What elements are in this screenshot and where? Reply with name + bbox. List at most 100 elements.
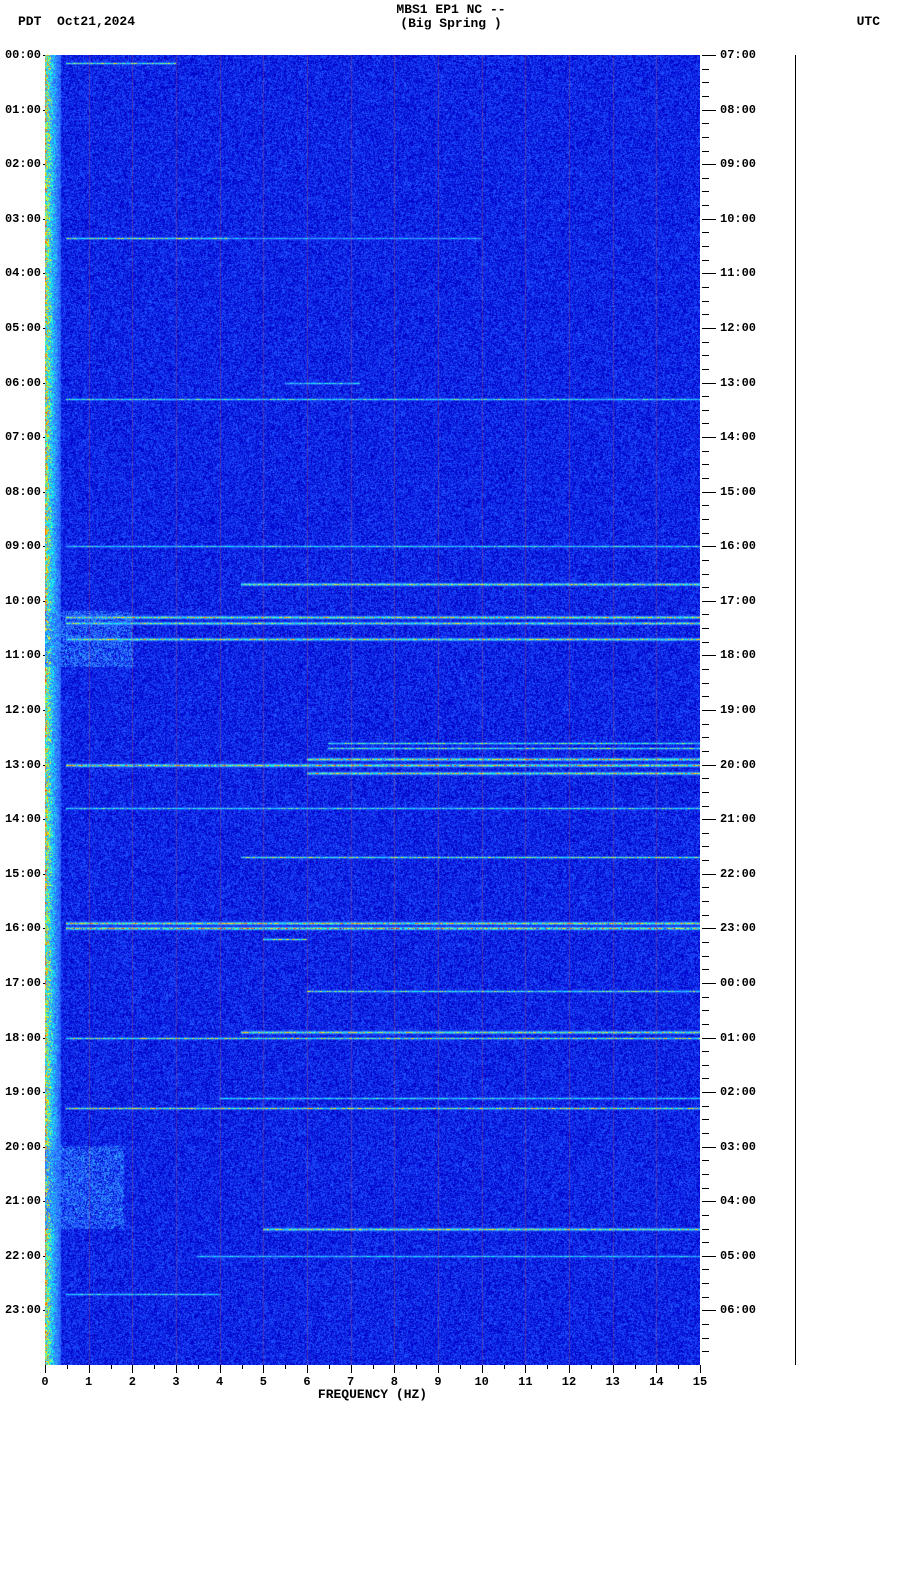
x-tick-label: 7 [347,1375,354,1389]
y-left-label: 03:00 [5,212,41,226]
y-right-tick-minor [702,1283,709,1284]
y-right-tick-minor [702,369,709,370]
y-left-label: 12:00 [5,703,41,717]
y-right-tick-minor [702,478,709,479]
x-tick-major [220,1365,221,1373]
y-left-tick-major [43,819,45,820]
y-left-tick-major [43,383,45,384]
y-right-tick-major [702,1038,716,1039]
y-right-tick-minor [702,151,709,152]
y-right-tick-minor [702,1160,709,1161]
x-tick-minor [285,1365,286,1369]
y-right-tick-major [702,710,716,711]
x-tick-label: 10 [474,1375,488,1389]
y-left-tick-major [43,219,45,220]
y-left-label: 16:00 [5,921,41,935]
y-right-tick-minor [702,724,709,725]
y-right-tick-minor [702,942,709,943]
y-right-tick-minor [702,96,709,97]
x-tick-major [482,1365,483,1373]
y-right-tick-minor [702,1215,709,1216]
y-right-tick-minor [702,642,709,643]
y-right-tick-minor [702,915,709,916]
y-right-label: 00:00 [720,976,756,990]
y-right-tick-minor [702,901,709,902]
y-right-tick-minor [702,792,709,793]
y-right-tick-minor [702,451,709,452]
y-left-label: 20:00 [5,1140,41,1154]
x-tick-label: 11 [518,1375,532,1389]
y-right-tick-major [702,110,716,111]
y-right-tick-major [702,1310,716,1311]
y-right-tick-minor [702,751,709,752]
y-right-tick-minor [702,287,709,288]
x-tick-label: 8 [391,1375,398,1389]
tz-right-label: UTC [857,14,880,29]
y-left-tick-major [43,1147,45,1148]
y-left-label: 07:00 [5,430,41,444]
y-right-tick-minor [702,342,709,343]
x-tick-minor [547,1365,548,1369]
y-right-tick-minor [702,355,709,356]
y-right-label: 04:00 [720,1194,756,1208]
x-tick-major [351,1365,352,1373]
y-left-tick-major [43,710,45,711]
y-right-tick-minor [702,737,709,738]
y-right-tick-minor [702,1269,709,1270]
y-right-tick-minor [702,69,709,70]
y-right-label: 10:00 [720,212,756,226]
y-right-tick-minor [702,205,709,206]
y-right-label: 19:00 [720,703,756,717]
x-tick-major [307,1365,308,1373]
y-left-label: 19:00 [5,1085,41,1099]
y-right-tick-major [702,1256,716,1257]
y-right-tick-minor [702,82,709,83]
y-left-tick-major [43,273,45,274]
y-left-label: 00:00 [5,48,41,62]
y-right-label: 02:00 [720,1085,756,1099]
y-right-tick-minor [702,1174,709,1175]
y-right-tick-major [702,492,716,493]
y-left-tick-major [43,1092,45,1093]
x-tick-label: 6 [303,1375,310,1389]
y-left-tick-major [43,546,45,547]
y-right-label: 21:00 [720,812,756,826]
x-axis-title: FREQUENCY (HZ) [318,1387,427,1402]
chart-header: PDT Oct21,2024 MBS1 EP1 NC -- (Big Sprin… [0,0,902,30]
y-right-tick-minor [702,505,709,506]
y-right-label: 20:00 [720,758,756,772]
y-left-tick-major [43,1038,45,1039]
y-right-label: 17:00 [720,594,756,608]
y-left-label: 10:00 [5,594,41,608]
x-tick-minor [416,1365,417,1369]
y-left-tick-major [43,1310,45,1311]
y-left-tick-major [43,983,45,984]
x-tick-minor [373,1365,374,1369]
y-right-tick-minor [702,833,709,834]
y-left-label: 05:00 [5,321,41,335]
y-right-tick-minor [702,191,709,192]
y-right-label: 12:00 [720,321,756,335]
y-right-tick-minor [702,683,709,684]
x-tick-major [613,1365,614,1373]
x-tick-major [700,1365,701,1373]
x-tick-label: 14 [649,1375,663,1389]
y-right-label: 13:00 [720,376,756,390]
y-left-label: 15:00 [5,867,41,881]
y-right-tick-minor [702,778,709,779]
x-tick-major [394,1365,395,1373]
y-right-tick-minor [702,560,709,561]
x-tick-label: 12 [562,1375,576,1389]
header-left: PDT Oct21,2024 [18,14,135,29]
y-right-tick-major [702,383,716,384]
y-left-tick-major [43,928,45,929]
y-right-tick-minor [702,1338,709,1339]
y-left-tick-major [43,1256,45,1257]
y-left-label: 14:00 [5,812,41,826]
x-tick-label: 5 [260,1375,267,1389]
y-right-label: 08:00 [720,103,756,117]
x-tick-major [263,1365,264,1373]
x-tick-minor [329,1365,330,1369]
y-right-tick-minor [702,1188,709,1189]
y-right-tick-minor [702,314,709,315]
